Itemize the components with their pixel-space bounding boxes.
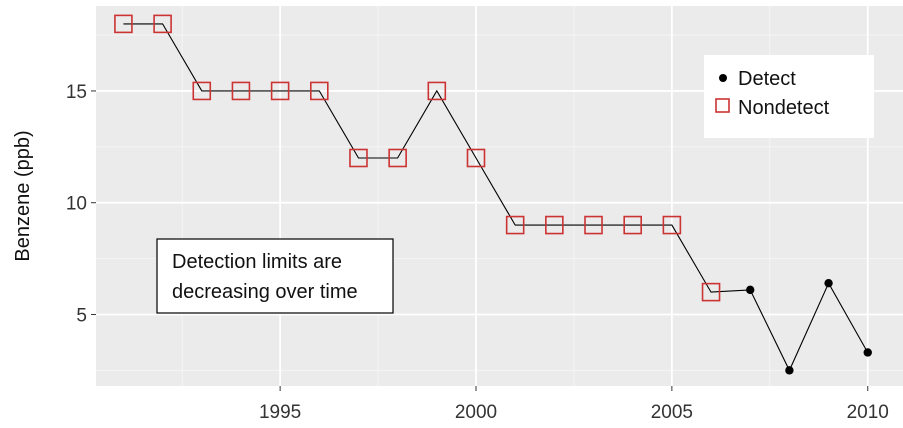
- y-tick-label: 15: [66, 82, 87, 103]
- y-axis-title: Benzene (ppb): [12, 130, 34, 261]
- nondetect-point: [505, 215, 525, 235]
- y-tick-label: 5: [76, 305, 87, 326]
- nondetect-point: [270, 81, 290, 101]
- detect-point: [863, 348, 872, 357]
- detect-point: [746, 285, 755, 295]
- nondetect-point: [427, 81, 447, 101]
- detect-point: [824, 278, 833, 288]
- nondetect-point: [153, 14, 172, 34]
- x-axis-ticks: 1995 2000 2005 2010: [259, 386, 889, 423]
- x-tick-label: 2005: [651, 402, 693, 423]
- annotation-box: [156, 238, 394, 314]
- x-tick-label: 2000: [455, 402, 497, 423]
- x-tick-label: 1995: [259, 402, 301, 423]
- series-polyline: [123, 23, 869, 372]
- y-tick-label: 10: [66, 194, 87, 215]
- nondetect-point: [231, 81, 251, 101]
- nondetect-point: [623, 215, 642, 235]
- legend: Detect Nondetect: [704, 55, 874, 138]
- nondetect-point: [349, 148, 368, 168]
- nondetect-point: [466, 148, 486, 168]
- detect-point: [785, 366, 794, 375]
- legend-detect-label: Detect: [738, 68, 796, 90]
- legend-nondetect-marker: [715, 98, 730, 113]
- nondetect-point: [701, 282, 721, 302]
- annotation-line-2: decreasing over time: [172, 281, 358, 303]
- nondetect-point: [545, 215, 564, 235]
- legend-detect-marker: [719, 74, 727, 82]
- legend-box: [704, 55, 874, 138]
- annotation-line-1: Detection limits are: [172, 251, 342, 273]
- legend-nondetect-label: Nondetect: [738, 97, 830, 119]
- series-line: [123, 23, 869, 372]
- nondetect-point: [584, 215, 603, 235]
- nondetect-point: [192, 81, 212, 101]
- x-tick-label: 2010: [847, 402, 889, 423]
- major-grid: [96, 6, 903, 386]
- nondetect-point: [309, 81, 329, 101]
- nondetect-point: [662, 215, 682, 235]
- annotation: Detection limits are decreasing over tim…: [156, 238, 394, 314]
- y-axis-ticks: 5 10 15: [66, 82, 96, 326]
- nondetect-point: [388, 148, 407, 168]
- nondetect-point: [114, 14, 133, 34]
- data-markers: [114, 14, 872, 375]
